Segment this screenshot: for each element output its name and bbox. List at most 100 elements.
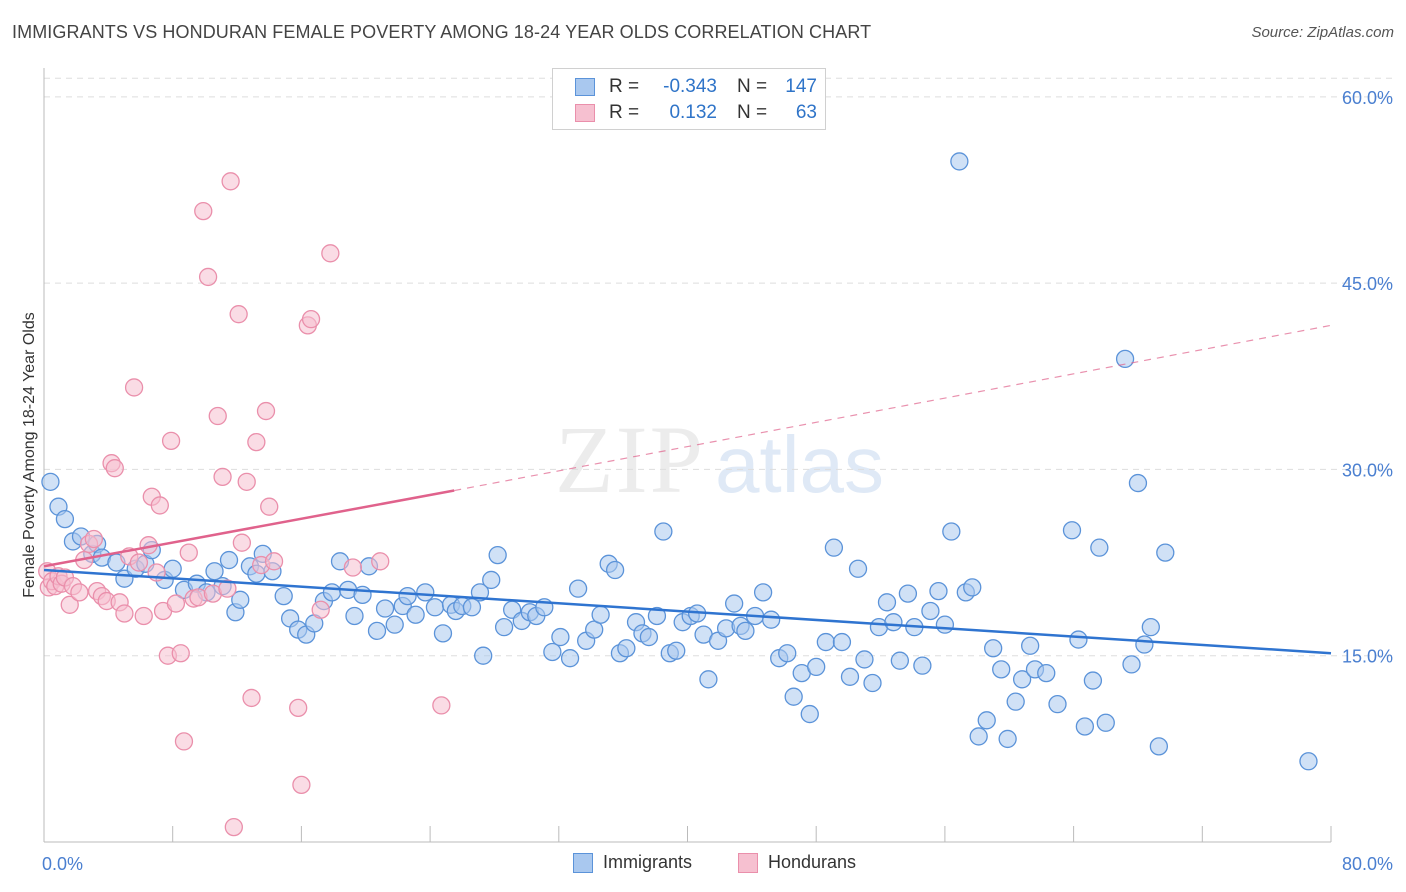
legend-n-label: N =	[737, 102, 768, 123]
hondurans-point	[237, 472, 256, 491]
immigrants-point	[807, 657, 826, 677]
hondurans-point	[60, 595, 79, 614]
hondurans-point	[174, 732, 194, 751]
immigrants-point	[824, 538, 844, 557]
immigrants-point	[1083, 671, 1103, 690]
immigrants-point	[551, 627, 570, 647]
hondurans-point	[221, 172, 240, 191]
immigrants-point	[935, 615, 955, 634]
data-points	[38, 152, 1318, 837]
immigrants-point	[984, 639, 1003, 658]
immigrants-point	[921, 601, 940, 621]
immigrants-legend-swatch	[573, 852, 593, 873]
hondurans-point	[161, 431, 181, 451]
immigrants-point	[1090, 538, 1109, 557]
immigrants-point	[942, 522, 961, 541]
immigrants-point	[667, 641, 686, 660]
immigrants-point	[560, 649, 580, 668]
immigrants-point	[977, 711, 996, 730]
legend-row-hondurans: R = 0.132 N = 63	[575, 100, 817, 126]
immigrants-point	[992, 660, 1011, 679]
hondurans-swatch	[575, 104, 595, 122]
immigrants-point	[969, 727, 988, 746]
hondurans-point	[213, 467, 232, 487]
hondurans-point	[171, 644, 190, 663]
immigrants-point	[416, 583, 435, 602]
immigrants-point	[753, 583, 773, 602]
watermark-zip: ZIP	[555, 406, 705, 513]
immigrants-point	[462, 598, 482, 617]
hondurans-point	[124, 378, 144, 397]
immigrants-point	[617, 639, 636, 658]
hondurans-point	[179, 543, 198, 562]
hondurans-trend-line	[43, 489, 455, 568]
hondurans-point	[70, 583, 89, 602]
immigrants-point	[884, 613, 903, 632]
hondurans-point	[247, 432, 266, 452]
immigrants-point	[998, 729, 1017, 749]
hondurans-point	[256, 401, 276, 421]
legend-row-immigrants: R = -0.343 N = 147	[575, 74, 817, 100]
immigrants-point	[1128, 473, 1148, 493]
hondurans-point	[134, 606, 153, 626]
immigrants-point	[219, 550, 239, 570]
immigrants-point	[848, 559, 868, 578]
hondurans-point	[229, 305, 248, 324]
immigrants-point	[41, 472, 60, 491]
hondurans-point	[232, 533, 252, 552]
immigrants-point	[654, 522, 673, 541]
immigrants-point	[898, 584, 918, 603]
immigrants-point	[231, 590, 250, 609]
immigrants-point	[913, 656, 932, 675]
immigrants-point	[816, 632, 836, 652]
immigrants-point	[877, 593, 897, 612]
immigrants-point	[1037, 663, 1056, 683]
immigrants-point	[1141, 617, 1160, 637]
immigrants-point	[1021, 636, 1040, 655]
immigrants-point	[474, 646, 493, 665]
immigrants-point	[890, 651, 910, 670]
immigrants-point	[832, 632, 852, 652]
y-tick-label: 15.0%	[1342, 647, 1393, 667]
immigrants-point	[950, 152, 969, 171]
hondurans-point	[115, 604, 134, 623]
hondurans-point	[260, 497, 279, 516]
tick-labels: 15.0% 30.0% 45.0% 60.0% 0.0% 80.0%	[42, 88, 1393, 874]
immigrants-point	[353, 585, 372, 605]
x-tick-label: 0.0%	[42, 854, 83, 874]
hondurans-point	[150, 496, 169, 515]
hondurans-trend-extension	[454, 324, 1332, 492]
hondurans-point	[84, 529, 104, 549]
watermark-atlas: atlas	[715, 420, 884, 509]
immigrants-point	[375, 599, 395, 618]
immigrants-point	[1299, 752, 1318, 771]
immigrants-point	[205, 562, 224, 581]
hondurans-point	[301, 309, 321, 329]
immigrants-point	[840, 667, 860, 686]
hondurans-point	[289, 698, 308, 718]
immigrants-point	[488, 545, 507, 565]
immigrants-point	[425, 598, 445, 617]
hondurans-point	[224, 817, 243, 837]
legend-r-value: 0.132	[669, 102, 717, 123]
immigrants-point	[568, 579, 588, 598]
immigrants-point	[1149, 737, 1169, 756]
immigrants-point	[398, 586, 417, 606]
immigrants-point	[639, 627, 659, 647]
immigrants-point	[1062, 521, 1082, 540]
immigrants-point	[55, 509, 75, 529]
legend-r-label: R =	[609, 102, 640, 123]
immigrants-point	[1006, 692, 1025, 711]
legend-n-value: 63	[795, 102, 817, 123]
immigrants-point	[963, 578, 982, 597]
hondurans-point	[311, 600, 330, 619]
immigrants-point	[1115, 349, 1135, 369]
chart-title: IMMIGRANTS VS HONDURAN FEMALE POVERTY AM…	[12, 22, 872, 42]
immigrants-point	[406, 605, 425, 624]
immigrants-swatch	[575, 78, 595, 96]
hondurans-point	[321, 244, 340, 263]
immigrants-point	[494, 617, 514, 637]
hondurans-point	[194, 201, 213, 221]
y-tick-label: 60.0%	[1342, 88, 1393, 108]
immigrants-point	[736, 621, 755, 641]
